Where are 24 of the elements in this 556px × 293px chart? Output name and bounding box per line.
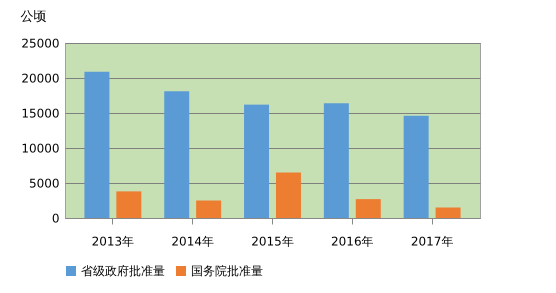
x-tick-label: 2017年 — [410, 234, 454, 248]
x-tick-label: 2013年 — [92, 234, 134, 248]
y-tick-label: 15000 — [21, 106, 60, 120]
bar — [276, 172, 301, 218]
bar — [404, 116, 429, 218]
x-tick-label: 2015年 — [251, 234, 294, 248]
y-tick-label: 20000 — [21, 72, 60, 86]
y-tick-label: 25000 — [21, 36, 60, 50]
y-tick-label: 5000 — [28, 176, 60, 190]
legend-label: 省级政府批准量 — [81, 264, 165, 278]
x-tick-label: 2014年 — [171, 234, 214, 248]
bar — [164, 91, 190, 218]
legend-label: 国务院批准量 — [191, 264, 263, 278]
bar — [324, 103, 349, 218]
bar — [436, 208, 461, 218]
bar — [84, 72, 110, 218]
bar — [196, 200, 222, 218]
x-tick-label: 2016年 — [331, 234, 374, 248]
bar — [244, 104, 270, 218]
y-tick-label: 0 — [52, 212, 60, 226]
y-axis-title: 公顷 — [20, 10, 46, 24]
bar — [116, 191, 142, 218]
y-tick-label: 10000 — [21, 142, 60, 156]
bar — [356, 199, 381, 218]
